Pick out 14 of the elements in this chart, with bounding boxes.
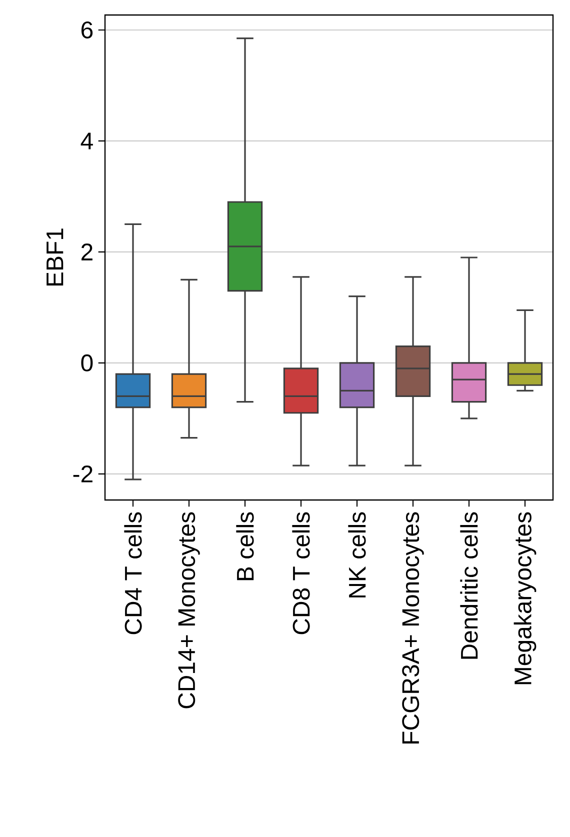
y-tick-label: 4 [80, 132, 93, 150]
y-tick-label: 6 [81, 21, 93, 38]
y-axis-title: EBF1 [46, 228, 64, 286]
x-tick-label: CD14+ Monocytes [178, 512, 200, 708]
y-tick-label: -2 [73, 466, 92, 482]
x-tick-label: CD4 T cells [124, 512, 142, 634]
x-tick-label: Dendritic cells [460, 512, 478, 659]
y-tick-label: 2 [81, 244, 92, 260]
x-tick-label: Megakaryocytes [514, 512, 536, 684]
x-tick-label: FCGR3A+ Monocytes [402, 512, 424, 744]
x-tick-label: NK cells [348, 512, 366, 598]
x-tick-label: B cells [236, 512, 254, 580]
y-tick-label: 0 [81, 354, 93, 372]
x-tick-label: CD8 T cells [292, 512, 310, 634]
